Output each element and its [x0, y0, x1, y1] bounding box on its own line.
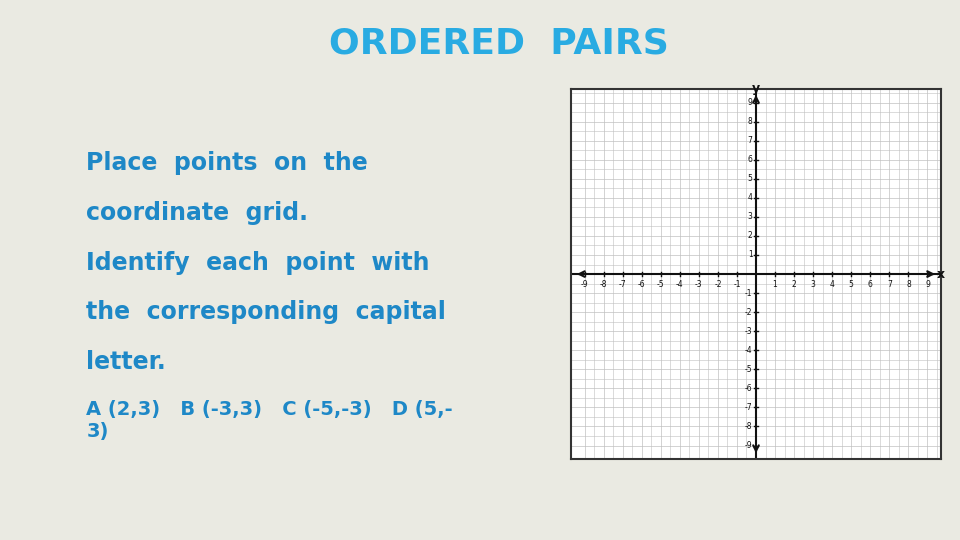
Text: -6: -6 [637, 280, 645, 289]
Text: 5: 5 [849, 280, 853, 289]
Text: -2: -2 [714, 280, 722, 289]
Text: -3: -3 [695, 280, 703, 289]
Text: 9: 9 [925, 280, 930, 289]
Text: 7: 7 [748, 136, 753, 145]
Text: -4: -4 [745, 346, 753, 355]
Text: coordinate  grid.: coordinate grid. [86, 201, 308, 225]
Text: -6: -6 [745, 384, 753, 393]
Text: the  corresponding  capital: the corresponding capital [86, 300, 446, 324]
Text: -8: -8 [600, 280, 608, 289]
Text: 2: 2 [792, 280, 797, 289]
Text: 1: 1 [748, 251, 753, 260]
Text: -5: -5 [745, 365, 753, 374]
Text: -9: -9 [581, 280, 588, 289]
Text: letter.: letter. [86, 350, 166, 374]
Text: 1: 1 [773, 280, 778, 289]
Text: 6: 6 [748, 155, 753, 164]
Text: -8: -8 [745, 422, 753, 431]
Text: ORDERED  PAIRS: ORDERED PAIRS [329, 27, 669, 61]
Text: 2: 2 [748, 232, 753, 240]
Text: 9: 9 [748, 98, 753, 107]
Text: -5: -5 [657, 280, 664, 289]
Text: 4: 4 [748, 193, 753, 202]
Text: -7: -7 [745, 403, 753, 412]
Text: Identify  each  point  with: Identify each point with [86, 251, 430, 274]
Text: -3: -3 [745, 327, 753, 336]
Text: -1: -1 [733, 280, 741, 289]
Text: 8: 8 [906, 280, 911, 289]
Text: 5: 5 [748, 174, 753, 183]
Text: -2: -2 [745, 308, 753, 316]
Text: 7: 7 [887, 280, 892, 289]
Text: Place  points  on  the: Place points on the [86, 151, 368, 175]
Text: A (2,3)   B (-3,3)   C (-5,-3)   D (5,-
3): A (2,3) B (-3,3) C (-5,-3) D (5,- 3) [86, 400, 453, 441]
Text: x: x [937, 267, 946, 281]
Text: y: y [752, 83, 760, 96]
Text: 6: 6 [868, 280, 873, 289]
Text: 8: 8 [748, 117, 753, 126]
Text: 3: 3 [748, 212, 753, 221]
Text: -7: -7 [619, 280, 627, 289]
Text: -1: -1 [745, 288, 753, 298]
Text: -9: -9 [745, 441, 753, 450]
Text: -4: -4 [676, 280, 684, 289]
Text: 3: 3 [810, 280, 816, 289]
Text: 4: 4 [829, 280, 834, 289]
